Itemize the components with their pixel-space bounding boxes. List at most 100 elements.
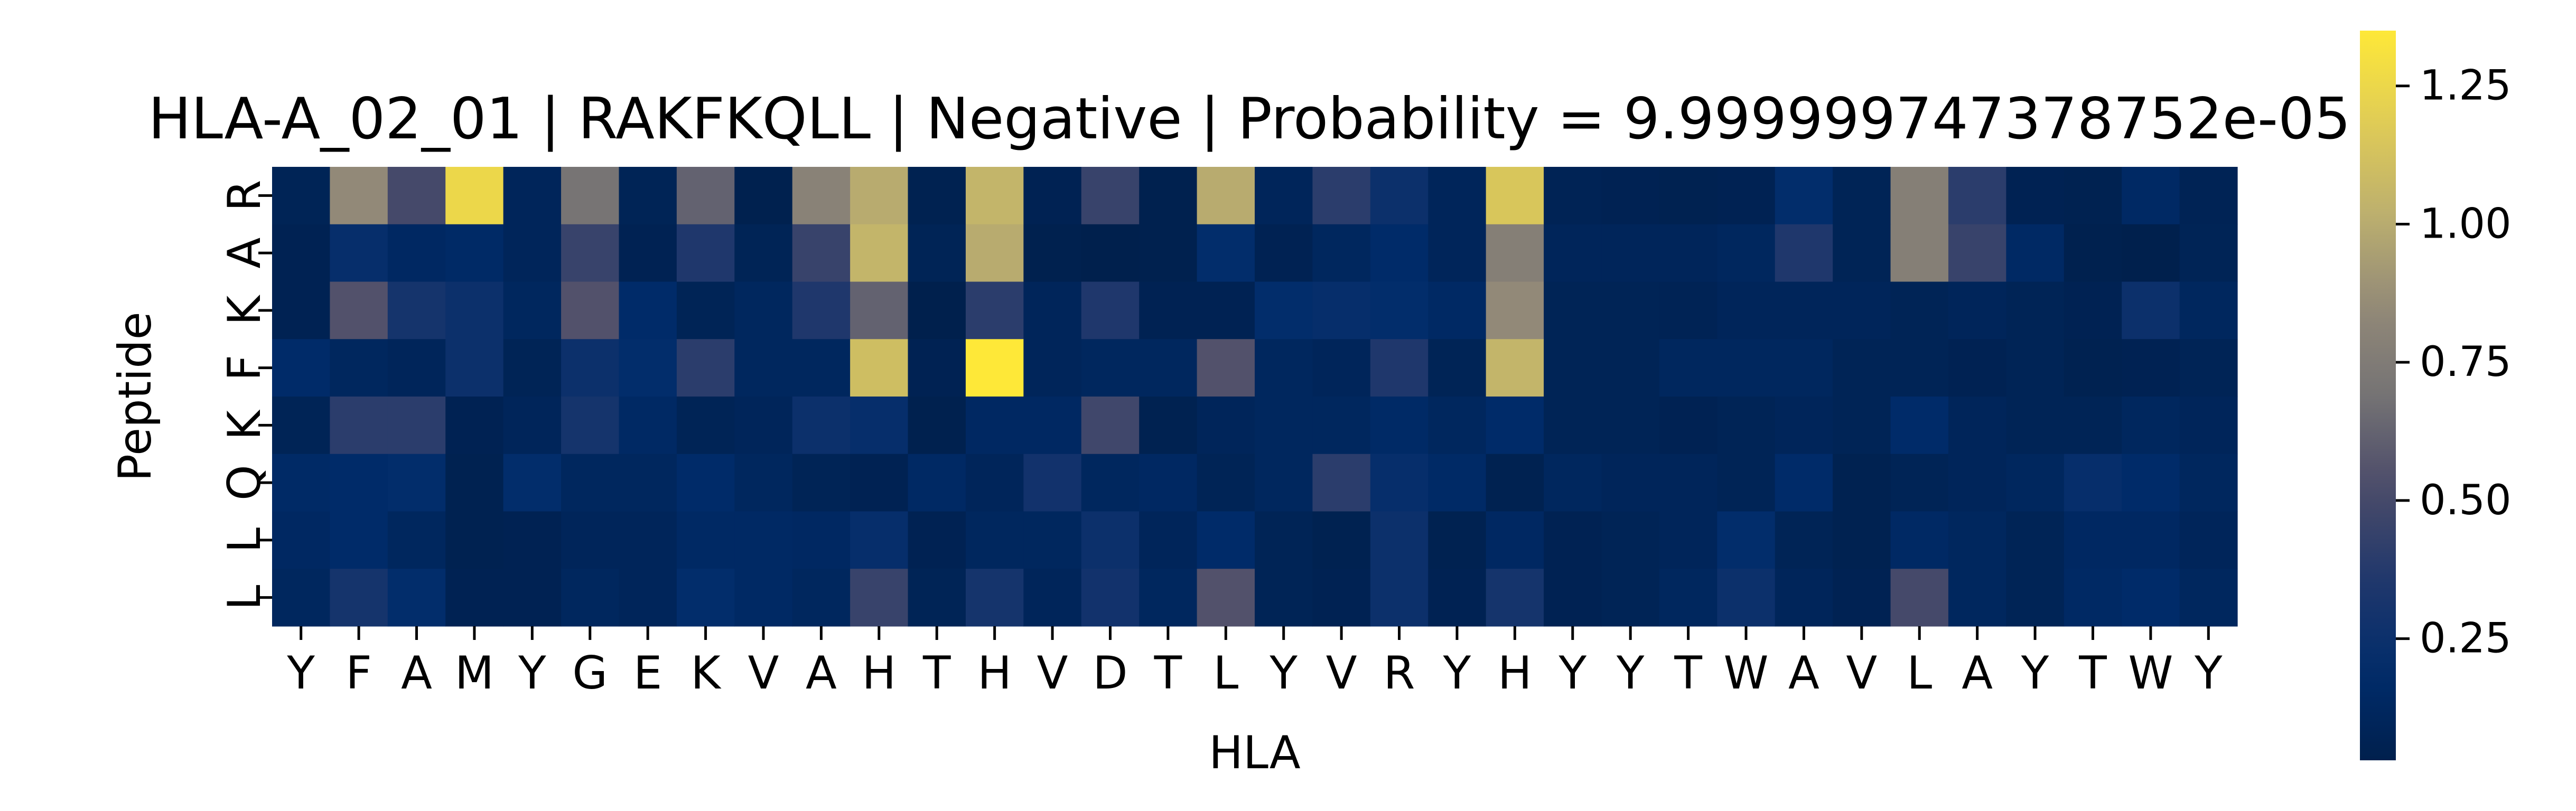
x-tick-label: G <box>572 647 608 700</box>
heatmap-cell <box>1428 569 1487 627</box>
heatmap-cell <box>503 224 562 282</box>
heatmap-cell <box>272 339 331 397</box>
heatmap-cell <box>1081 167 1140 225</box>
x-tick-label: V <box>1326 647 1357 700</box>
heatmap-cell <box>445 397 504 455</box>
heatmap-cell <box>1255 281 1313 340</box>
heatmap-cell <box>561 569 620 627</box>
heatmap-cell <box>676 454 735 512</box>
heatmap-cell <box>1139 397 1198 455</box>
heatmap-cell <box>2006 224 2065 282</box>
heatmap-cell <box>1948 281 2006 340</box>
heatmap-cell <box>965 224 1024 282</box>
heatmap-cell <box>561 281 620 340</box>
heatmap-cell <box>1833 454 1891 512</box>
heatmap-cell <box>676 569 735 627</box>
heatmap-cell <box>387 454 446 512</box>
heatmap-cell <box>561 511 620 569</box>
heatmap-cell <box>2006 167 2065 225</box>
heatmap-cell <box>792 281 851 340</box>
x-tick-label: Y <box>2021 647 2049 700</box>
heatmap-cell <box>1197 224 1255 282</box>
heatmap-cell <box>1023 454 1082 512</box>
heatmap-cell <box>734 339 793 397</box>
heatmap-cell <box>2064 281 2122 340</box>
heatmap-cell <box>445 281 504 340</box>
heatmap-cell <box>272 397 331 455</box>
heatmap-cell <box>1023 167 1082 225</box>
heatmap-cell <box>1544 454 1602 512</box>
heatmap-cell <box>445 569 504 627</box>
heatmap-cell <box>965 511 1024 569</box>
heatmap-cell <box>792 569 851 627</box>
heatmap-cell <box>850 454 909 512</box>
heatmap-cell <box>1717 397 1776 455</box>
heatmap-cell <box>676 339 735 397</box>
heatmap-cell <box>272 454 331 512</box>
heatmap-cell <box>2064 224 2122 282</box>
heatmap-cell <box>1948 224 2006 282</box>
heatmap-cell <box>1428 454 1487 512</box>
heatmap-cell <box>1544 569 1602 627</box>
x-tick-label: D <box>1093 647 1127 700</box>
heatmap-cell <box>2064 569 2122 627</box>
heatmap-cell <box>1717 511 1776 569</box>
heatmap-cell <box>1081 511 1140 569</box>
heatmap-cell <box>1775 397 1833 455</box>
heatmap-cell <box>908 281 966 340</box>
heatmap-cell <box>792 397 851 455</box>
heatmap-cell <box>965 397 1024 455</box>
heatmap-cell <box>1312 569 1371 627</box>
x-tick-label: H <box>862 647 896 700</box>
heatmap-cell <box>965 281 1024 340</box>
heatmap-cell <box>908 167 966 225</box>
heatmap-cell <box>503 454 562 512</box>
heatmap-cell <box>850 339 909 397</box>
heatmap-cell <box>619 397 677 455</box>
heatmap-cell <box>619 511 677 569</box>
heatmap-cell <box>2179 281 2238 340</box>
heatmap-cell <box>445 454 504 512</box>
x-tick-label: V <box>748 647 779 700</box>
heatmap-cell <box>734 224 793 282</box>
heatmap-cell <box>2006 281 2065 340</box>
heatmap-cell <box>792 167 851 225</box>
heatmap-cell <box>1255 339 1313 397</box>
heatmap-cell <box>619 569 677 627</box>
heatmap-cell <box>1370 511 1429 569</box>
heatmap-cell <box>1428 511 1487 569</box>
heatmap-cell <box>1197 511 1255 569</box>
heatmap-cell <box>1659 167 1718 225</box>
heatmap-cell <box>1775 167 1833 225</box>
heatmap-cell <box>734 454 793 512</box>
heatmap-cell <box>272 569 331 627</box>
heatmap-cell <box>850 397 909 455</box>
x-tick-label: M <box>455 647 494 700</box>
heatmap-cell <box>330 454 388 512</box>
heatmap-cell <box>1486 454 1544 512</box>
heatmap-cell <box>1197 569 1255 627</box>
x-tick-label: T <box>2078 647 2107 700</box>
heatmap-cell <box>2006 511 2065 569</box>
heatmap-cell <box>1486 224 1544 282</box>
heatmap-cell <box>1833 569 1891 627</box>
heatmap-cell <box>1659 454 1718 512</box>
heatmap-cell <box>1659 397 1718 455</box>
heatmap-cell <box>1312 511 1371 569</box>
heatmap-cell <box>1428 397 1487 455</box>
heatmap-cell <box>2179 454 2238 512</box>
heatmap-cell <box>792 224 851 282</box>
heatmap-cell <box>1255 224 1313 282</box>
heatmap-cell <box>908 397 966 455</box>
heatmap-cell <box>908 339 966 397</box>
heatmap-cell <box>619 339 677 397</box>
heatmap-cell <box>1486 511 1544 569</box>
heatmap-cell <box>1833 397 1891 455</box>
heatmap-cell <box>1833 511 1891 569</box>
heatmap-cell <box>1659 339 1718 397</box>
heatmap-cell <box>1370 397 1429 455</box>
heatmap-cell <box>676 224 735 282</box>
x-tick-label: E <box>633 647 662 700</box>
